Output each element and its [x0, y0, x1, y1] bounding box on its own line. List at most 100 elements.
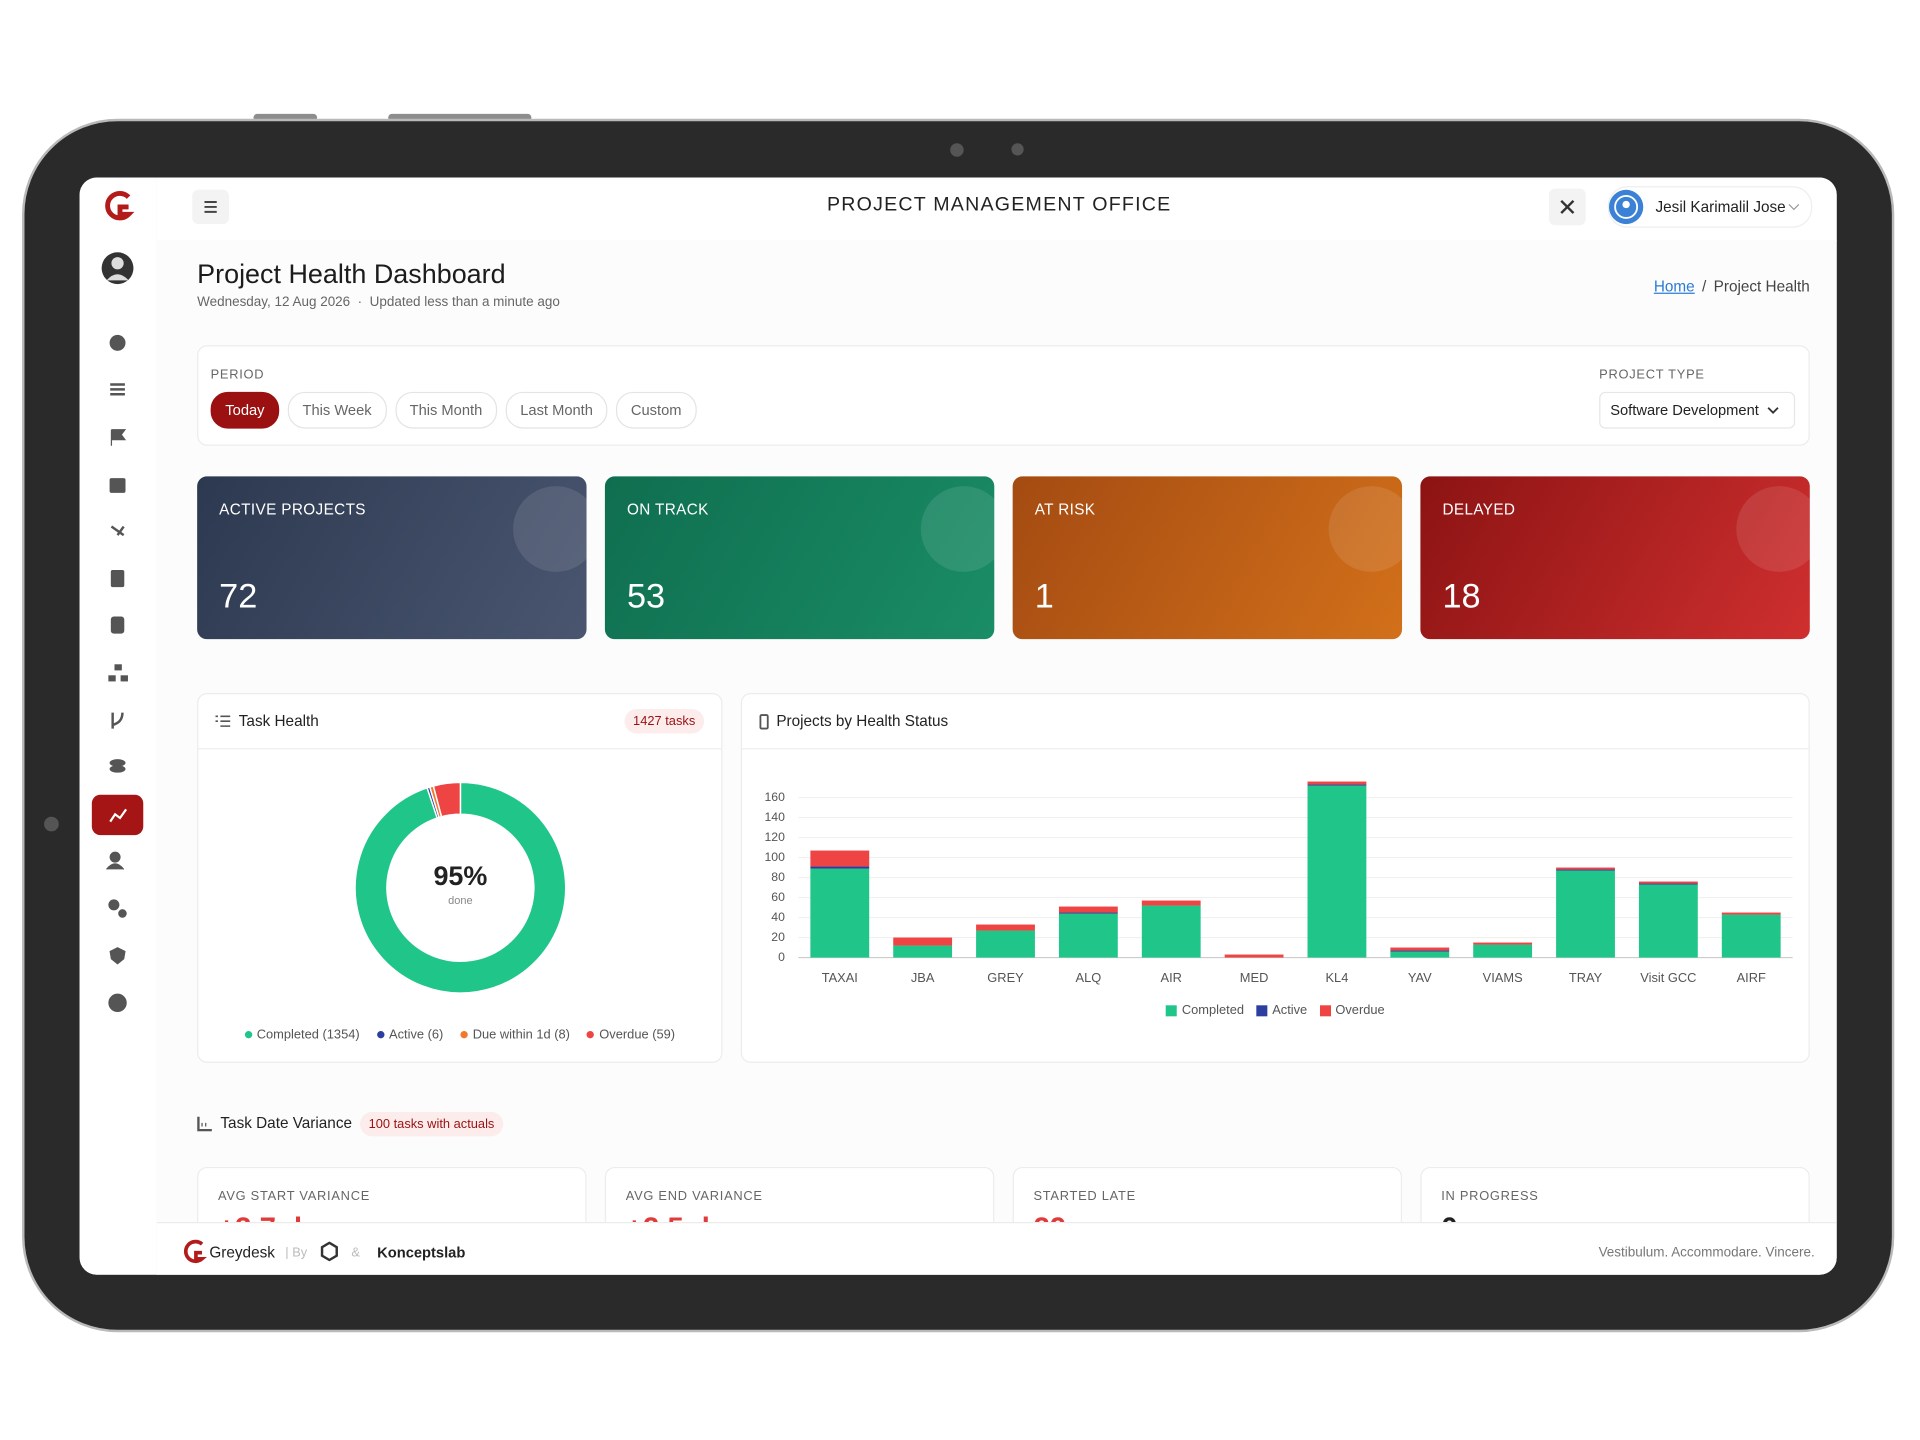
period-pills: Today This Week This Month Last Month Custom: [210, 391, 705, 429]
legend-item[interactable]: Active: [1256, 1003, 1307, 1018]
kpi-card[interactable]: DELAYED 18: [1420, 476, 1810, 640]
by-text: | By: [285, 1245, 308, 1260]
ruler-icon: [197, 1116, 212, 1132]
camera: [950, 143, 964, 157]
period-pill[interactable]: Last Month: [505, 391, 608, 429]
y-tick-label: 40: [771, 910, 785, 924]
user-avatar: [1608, 189, 1644, 225]
top-bar: PROJECT MANAGEMENT OFFICE Jesil Karimali…: [156, 177, 1837, 242]
x-tick-label: AIR: [1161, 970, 1182, 985]
breadcrumb-home[interactable]: Home: [1653, 277, 1695, 296]
card-title: Task Health: [238, 712, 319, 730]
y-tick-label: 160: [764, 790, 785, 804]
bar-segment: [1058, 906, 1118, 913]
bar-segment: [1390, 951, 1450, 958]
bar-segment: [1307, 785, 1367, 958]
user-name: Jesil Karimalil Jose: [1655, 198, 1786, 216]
kpi-card[interactable]: ON TRACK 53: [604, 476, 995, 640]
kpi-card[interactable]: AT RISK 1: [1012, 476, 1403, 640]
and-text: &: [351, 1245, 361, 1260]
y-tick-label: 100: [764, 850, 785, 864]
legend-item: Completed (1354): [244, 1027, 360, 1042]
bar-segment: [1224, 954, 1284, 958]
kpi-value: 72: [219, 576, 258, 615]
breadcrumb-separator: /: [1702, 277, 1707, 296]
x-tick-label: JBA: [911, 970, 935, 985]
donut-chart: 95% done: [354, 781, 567, 994]
footer: Greydesk | By & Konceptslab Vestibulum. …: [156, 1222, 1837, 1275]
x-tick-label: MED: [1240, 970, 1269, 985]
task-icon: [215, 715, 231, 727]
volume-button: [253, 113, 318, 122]
kpi-label: DELAYED: [1442, 500, 1516, 518]
variance-card: AVG START VARIANCE +3.7 d: [197, 1166, 587, 1223]
bar-segment: [1473, 942, 1533, 945]
bar-segment: [1556, 870, 1615, 958]
partner-logo: [320, 1241, 338, 1262]
period-pill[interactable]: Custom: [616, 391, 697, 429]
bar-segment: [1638, 884, 1698, 958]
bar-segment: [1473, 944, 1533, 958]
logo[interactable]: [105, 191, 135, 221]
legend-swatch: [1256, 1004, 1268, 1016]
partner-name: Konceptslab: [377, 1244, 466, 1262]
legend-dot: [460, 1031, 468, 1039]
bar-segment: [1721, 912, 1781, 915]
bar-segment: [1141, 900, 1201, 906]
variance-value: 29: [1033, 1214, 1066, 1222]
x-tick-label: AIRF: [1737, 970, 1766, 985]
legend-label: Overdue (59): [599, 1027, 676, 1043]
bar-segment: [976, 924, 1035, 931]
kpi-card[interactable]: ACTIVE PROJECTS 72: [197, 476, 587, 640]
bar-segment: [1307, 781, 1367, 785]
legend-dot: [376, 1031, 385, 1039]
bar-segment: [976, 930, 1035, 958]
sensor: [1011, 143, 1024, 156]
project-type-select[interactable]: Software Development: [1599, 391, 1796, 429]
card-divider: [198, 748, 722, 750]
menu-button[interactable]: [192, 189, 229, 225]
fullscreen-icon: [1560, 199, 1575, 214]
avatar[interactable]: [101, 252, 134, 285]
x-tick-label: VIAMS: [1483, 970, 1523, 985]
legend-dot: [244, 1031, 252, 1039]
variance-value: +2.5 d: [626, 1214, 710, 1222]
bar-segment: [1638, 881, 1698, 884]
y-tick-label: 0: [778, 950, 785, 964]
bar-segment: [1556, 869, 1615, 871]
y-tick-label: 120: [764, 830, 785, 844]
x-tick-label: KL4: [1326, 970, 1349, 985]
kpi-value: 1: [1034, 576, 1054, 615]
sidebar: [79, 177, 158, 1275]
period-label: PERIOD: [210, 367, 265, 383]
nav-icons[interactable]: [106, 334, 128, 1013]
period-pill[interactable]: This Week: [287, 391, 387, 429]
bar-segment: [1058, 913, 1118, 958]
filter-card: PERIOD Today This Week This Month Last Mont…: [197, 345, 1810, 446]
kpi-label: ON TRACK: [626, 500, 709, 518]
donut-segment: [432, 781, 462, 818]
breadcrumb: Home / Project Health: [1654, 279, 1810, 294]
task-health-card: Task Health 1427 tasks 95% done Complete…: [197, 693, 723, 1063]
period-pill[interactable]: Today: [210, 391, 280, 429]
kpi-value: 18: [1442, 576, 1481, 615]
legend-item[interactable]: Overdue: [1319, 1003, 1385, 1018]
donut-center-value: 95%: [433, 861, 487, 891]
variance-value: +3.7 d: [218, 1214, 302, 1222]
x-tick-label: YAV: [1408, 970, 1432, 985]
legend-label: Active (6): [389, 1027, 444, 1043]
kpi-row: ACTIVE PROJECTS 72 ON TRACK 53 AT RISK 1 DELAY…: [197, 476, 1810, 640]
kpi-label: AT RISK: [1034, 500, 1096, 518]
kpi-decoration: [513, 486, 587, 572]
brand-name: Greydesk: [209, 1244, 275, 1262]
fullscreen-button[interactable]: [1548, 188, 1586, 226]
kpi-label: ACTIVE PROJECTS: [219, 500, 366, 518]
period-pill[interactable]: This Month: [394, 391, 497, 429]
legend-item[interactable]: Completed: [1165, 1003, 1244, 1018]
user-menu[interactable]: Jesil Karimalil Jose: [1607, 186, 1813, 228]
kpi-decoration: [1736, 486, 1810, 572]
project-type-label: PROJECT TYPE: [1599, 367, 1705, 383]
projects-health-card: Projects by Health Status 0 20 40 60 80 100 12…: [740, 693, 1810, 1063]
brand-logo: [183, 1239, 207, 1264]
